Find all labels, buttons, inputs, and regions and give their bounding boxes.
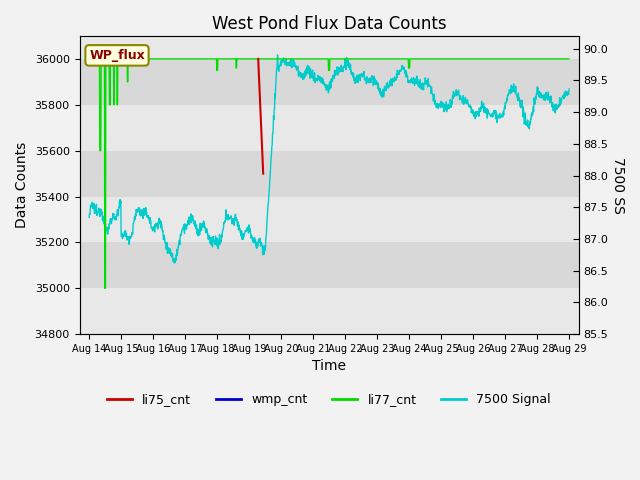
Legend: li75_cnt, wmp_cnt, li77_cnt, 7500 Signal: li75_cnt, wmp_cnt, li77_cnt, 7500 Signal	[102, 388, 556, 411]
X-axis label: Time: Time	[312, 360, 346, 373]
Bar	[79, 288, 579, 334]
Bar	[79, 59, 579, 105]
Bar	[79, 105, 579, 151]
Bar	[79, 36, 579, 59]
Title: West Pond Flux Data Counts: West Pond Flux Data Counts	[212, 15, 446, 33]
Bar	[79, 151, 579, 196]
Y-axis label: 7500 SS: 7500 SS	[611, 156, 625, 214]
Text: WP_flux: WP_flux	[89, 49, 145, 62]
Y-axis label: Data Counts: Data Counts	[15, 142, 29, 228]
Bar	[79, 196, 579, 242]
Bar	[79, 242, 579, 288]
